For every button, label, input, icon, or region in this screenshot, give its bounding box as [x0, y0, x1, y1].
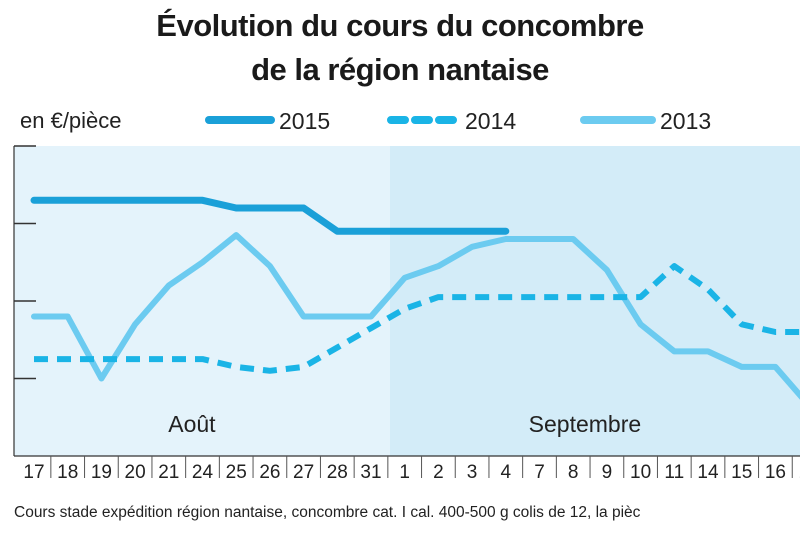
legend-label-2014: 2014 [465, 108, 517, 134]
x-tick-label-2: 19 [91, 462, 112, 483]
legend-item-2014: 2014 [385, 104, 545, 136]
panel-septembre [389, 146, 800, 456]
chart-title-line1: Évolution du cours du concombre [156, 8, 644, 43]
source-note: Cours stade expédition région nantaise, … [14, 504, 641, 521]
x-tick-label-20: 14 [697, 462, 719, 483]
x-tick-label-4: 21 [158, 462, 179, 483]
x-tick-label-3: 20 [125, 462, 146, 483]
x-tick-label-13: 3 [467, 462, 478, 483]
x-tick-label-19: 11 [664, 462, 684, 483]
series-line-2013 [31, 232, 800, 400]
x-tick-label-23: 17 [799, 462, 800, 483]
x-tick-label-21: 15 [731, 462, 752, 483]
month-label-0: Août [168, 411, 216, 437]
x-tick-label-15: 7 [534, 462, 545, 483]
legend-label-2015: 2015 [279, 108, 331, 134]
legend-item-2015: 2015 [205, 104, 365, 136]
series-line-2015 [30, 196, 510, 235]
x-tick-label-8: 27 [293, 462, 314, 483]
x-tick-label-12: 2 [433, 462, 444, 483]
legend-item-2013: 2013 [580, 104, 740, 136]
x-tick-label-17: 9 [602, 462, 613, 483]
x-tick-label-18: 10 [630, 462, 651, 483]
x-tick-label-5: 24 [192, 462, 214, 483]
chart-title-line2: de la région nantaise [251, 52, 549, 87]
x-tick-label-0: 17 [23, 462, 44, 483]
x-tick-label-16: 8 [568, 462, 579, 483]
x-tick-label-11: 1 [399, 462, 410, 483]
month-label-1: Septembre [529, 411, 642, 437]
x-tick-label-22: 16 [765, 462, 786, 483]
series-line-2014 [34, 263, 800, 374]
legend-label-2013: 2013 [660, 108, 712, 134]
x-tick-label-9: 28 [327, 462, 348, 483]
x-tick-label-10: 31 [360, 462, 381, 483]
x-tick-label-1: 18 [57, 462, 78, 483]
x-tick-label-6: 25 [226, 462, 247, 483]
panel-aout [14, 146, 390, 456]
legend-swatch-2014 [387, 116, 460, 124]
x-tick-label-14: 4 [501, 462, 512, 483]
y-axis-unit-label: en €/pièce [20, 108, 122, 133]
legend-swatch-2013 [580, 116, 656, 124]
legend-swatch-2015 [205, 116, 275, 124]
x-tick-label-7: 26 [259, 462, 280, 483]
